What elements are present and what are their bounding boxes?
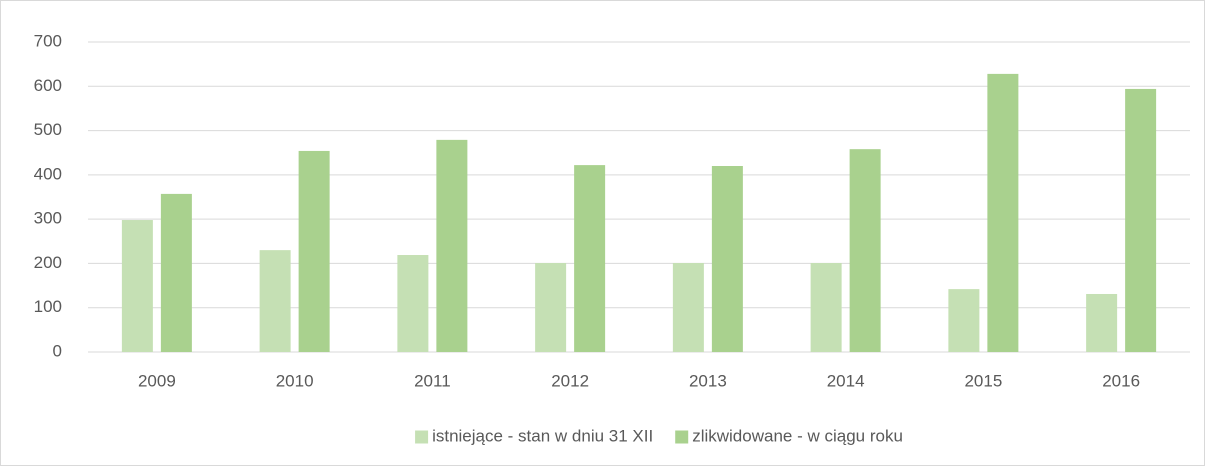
x-tick-label: 2010 (276, 371, 314, 390)
legend-label: istniejące - stan w dniu 31 XII (432, 426, 653, 445)
bar (298, 150, 330, 352)
bar (987, 73, 1019, 352)
legend-swatch (675, 430, 689, 444)
legend-label: zlikwidowane - w ciągu roku (692, 426, 903, 445)
y-tick-label: 700 (34, 31, 62, 50)
legend-swatch (415, 430, 429, 444)
bar (397, 255, 429, 352)
bar (810, 262, 842, 352)
bar (1125, 88, 1157, 352)
bar (436, 139, 468, 352)
bar (160, 193, 192, 352)
bar (121, 220, 153, 352)
x-tick-label: 2011 (414, 371, 451, 390)
y-tick-label: 200 (34, 253, 62, 272)
y-tick-label: 100 (34, 297, 62, 316)
x-tick-label: 2012 (551, 371, 589, 390)
bar (259, 250, 291, 352)
y-tick-label: 600 (34, 76, 62, 95)
x-tick-label: 2014 (827, 371, 865, 390)
bar (1086, 293, 1118, 352)
y-tick-label: 0 (53, 341, 62, 360)
bar (849, 149, 881, 352)
x-tick-label: 2016 (1102, 371, 1140, 390)
x-tick-label: 2015 (964, 371, 1002, 390)
bar (535, 262, 567, 352)
bar (711, 166, 743, 352)
bar (672, 262, 704, 352)
y-tick-label: 500 (34, 120, 62, 139)
y-tick-label: 400 (34, 164, 62, 183)
x-tick-label: 2013 (689, 371, 727, 390)
bar (574, 165, 606, 352)
bar (948, 289, 980, 352)
x-tick-label: 2009 (138, 371, 176, 390)
y-tick-label: 300 (34, 209, 62, 228)
